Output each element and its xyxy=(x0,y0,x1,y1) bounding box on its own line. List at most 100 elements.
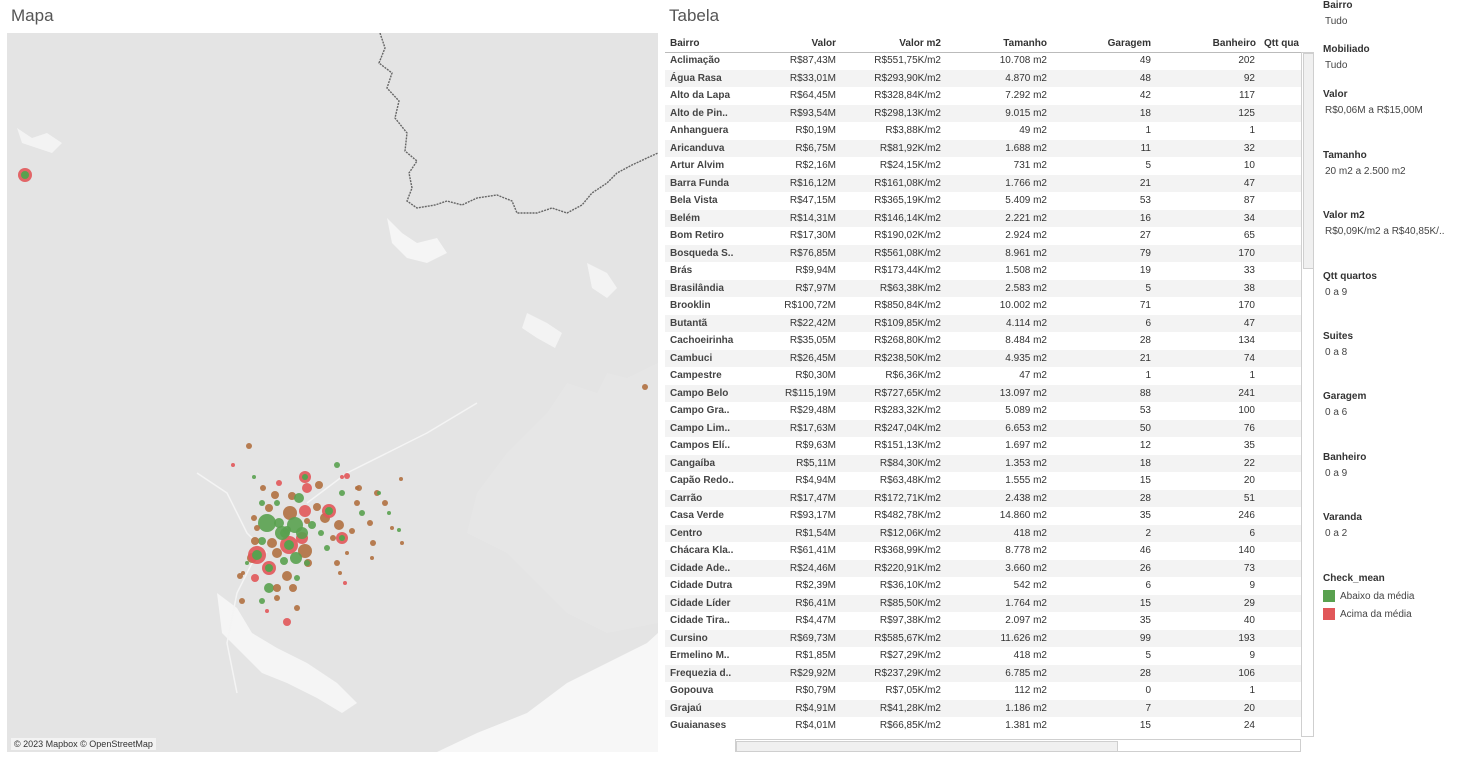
filter-value[interactable]: 0 a 8 xyxy=(1325,347,1348,358)
map-point[interactable] xyxy=(304,560,310,566)
table-row[interactable]: Grajaú R$4,91M R$41,28K/m2 1.186 m2 7 20 xyxy=(665,699,1301,717)
map-point[interactable] xyxy=(251,574,259,582)
map-point[interactable] xyxy=(259,598,265,604)
map-point[interactable] xyxy=(282,571,292,581)
map-point[interactable] xyxy=(258,537,266,545)
filter-tamanho[interactable]: Tamanho 20 m2 a 2.500 m2 xyxy=(1323,150,1458,177)
map-point[interactable] xyxy=(259,500,265,506)
filter-bairro[interactable]: Bairro Tudo xyxy=(1323,0,1458,27)
table-row[interactable]: Ermelino M.. R$1,85M R$27,29K/m2 418 m2 5 9 xyxy=(665,647,1301,665)
legend-item-below[interactable]: Abaixo da média xyxy=(1323,590,1458,602)
map-points[interactable] xyxy=(18,168,648,626)
filter-garagem[interactable]: Garagem 0 a 6 xyxy=(1323,391,1458,418)
map-point[interactable] xyxy=(294,493,304,503)
table-row[interactable]: Barra Funda R$16,12M R$161,08K/m2 1.766 m2 2… xyxy=(665,174,1301,192)
table-row[interactable]: Campo Gra.. R$29,48M R$283,32K/m2 5.089 m2 5… xyxy=(665,402,1301,420)
map-point[interactable] xyxy=(334,560,340,566)
map-point[interactable] xyxy=(245,561,249,565)
map-point[interactable] xyxy=(239,598,245,604)
map-point[interactable] xyxy=(387,511,391,515)
table-row[interactable]: Brasilândia R$7,97M R$63,38K/m2 2.583 m2 5 38 xyxy=(665,279,1301,297)
table-row[interactable]: Brás R$9,94M R$173,44K/m2 1.508 m2 19 33 xyxy=(665,262,1301,280)
map-point[interactable] xyxy=(370,556,374,560)
map-point[interactable] xyxy=(345,551,349,555)
map-point[interactable] xyxy=(299,505,311,517)
table-row[interactable]: Campos Elí.. R$9,63M R$151,13K/m2 1.697 m2 1… xyxy=(665,437,1301,455)
filter-value[interactable]: R$0,09K/m2 a R$40,85K/.. xyxy=(1325,226,1445,237)
map-point[interactable] xyxy=(276,480,282,486)
filter-suites[interactable]: Suites 0 a 8 xyxy=(1323,331,1458,358)
map-point[interactable] xyxy=(359,510,365,516)
filter-value[interactable]: 20 m2 a 2.500 m2 xyxy=(1325,166,1406,177)
map-point[interactable] xyxy=(370,540,376,546)
map-point[interactable] xyxy=(287,517,303,533)
map-point[interactable] xyxy=(260,485,266,491)
map-point[interactable] xyxy=(265,504,273,512)
table-row[interactable]: Gopouva R$0,79M R$7,05K/m2 112 m2 0 1 xyxy=(665,682,1301,700)
map-view[interactable]: © 2023 Mapbox © OpenStreetMap xyxy=(7,33,658,752)
map-point[interactable] xyxy=(302,483,312,493)
map-point[interactable] xyxy=(315,481,323,489)
table-row[interactable]: Cidade Tira.. R$4,47M R$97,38K/m2 2.097 m2 3… xyxy=(665,612,1301,630)
map-point[interactable] xyxy=(231,463,235,467)
col-tamanho[interactable]: Tamanho xyxy=(1003,38,1047,49)
map-point[interactable] xyxy=(237,573,243,579)
map-point[interactable] xyxy=(290,552,302,564)
map-point[interactable] xyxy=(334,462,340,468)
map-point[interactable] xyxy=(340,475,344,479)
map-point[interactable] xyxy=(355,486,359,490)
map-point[interactable] xyxy=(397,528,401,532)
col-garagem[interactable]: Garagem xyxy=(1107,38,1151,49)
map-point[interactable] xyxy=(354,500,360,506)
map-point[interactable] xyxy=(400,541,404,545)
map-point[interactable] xyxy=(294,575,300,581)
map-point[interactable] xyxy=(343,581,347,585)
table-body[interactable]: Aclimação R$87,43M R$551,75K/m2 10.708 m2 49… xyxy=(665,52,1301,736)
map-point[interactable] xyxy=(324,545,330,551)
map-point[interactable] xyxy=(267,538,277,548)
table-row[interactable]: Brooklin R$100,72M R$850,84K/m2 10.002 m2 71… xyxy=(665,297,1301,315)
col-bairro[interactable]: Bairro xyxy=(670,38,700,49)
col-banheiro[interactable]: Banheiro xyxy=(1212,38,1256,49)
filter-varanda[interactable]: Varanda 0 a 2 xyxy=(1323,512,1458,539)
table-row[interactable]: Bom Retiro R$17,30M R$190,02K/m2 2.924 m2 27… xyxy=(665,227,1301,245)
map-point[interactable] xyxy=(280,557,288,565)
table-row[interactable]: Cachoeirinha R$35,05M R$268,80K/m2 8.484 m2… xyxy=(665,332,1301,350)
table-row[interactable]: Alto da Lapa R$64,45M R$328,84K/m2 7.292 m2… xyxy=(665,87,1301,105)
table-row[interactable]: Carrão R$17,47M R$172,71K/m2 2.438 m2 28 51 xyxy=(665,489,1301,507)
map-point[interactable] xyxy=(254,525,260,531)
map-point[interactable] xyxy=(330,535,336,541)
map-point[interactable] xyxy=(265,609,269,613)
filter-value[interactable]: Tudo xyxy=(1325,60,1348,71)
map-point[interactable] xyxy=(313,503,321,511)
legend-item-above[interactable]: Acima da média xyxy=(1323,608,1458,620)
map-point[interactable] xyxy=(308,521,316,529)
map-point[interactable] xyxy=(344,473,350,479)
vertical-scrollbar[interactable] xyxy=(1301,52,1314,737)
map-point[interactable] xyxy=(264,583,274,593)
table-row[interactable]: Centro R$1,54M R$12,06K/m2 418 m2 2 6 xyxy=(665,524,1301,542)
map-point[interactable] xyxy=(338,571,342,575)
map-point[interactable] xyxy=(258,514,276,532)
map-point[interactable] xyxy=(367,520,373,526)
filter-mobiliado[interactable]: Mobiliado Tudo xyxy=(1323,44,1458,71)
filter-value[interactable]: 0 a 9 xyxy=(1325,468,1348,479)
table-row[interactable]: Chácara Kla.. R$61,41M R$368,99K/m2 8.778 m… xyxy=(665,542,1301,560)
map-point[interactable] xyxy=(283,506,297,520)
map-point[interactable] xyxy=(318,530,324,536)
filter-value[interactable]: 0 a 9 xyxy=(1325,287,1348,298)
table-row[interactable]: Cidade Ade.. R$24,46M R$220,91K/m2 3.660 m2… xyxy=(665,559,1301,577)
table-row[interactable]: Capão Redo.. R$4,94M R$63,48K/m2 1.555 m2 15… xyxy=(665,472,1301,490)
filter-valor[interactable]: Valor R$0,06M a R$15,00M xyxy=(1323,89,1458,116)
filter-value[interactable]: 0 a 6 xyxy=(1325,407,1348,418)
table-row[interactable]: Cursino R$69,73M R$585,67K/m2 11.626 m2 99 19… xyxy=(665,629,1301,647)
map-point[interactable] xyxy=(382,500,388,506)
map-point[interactable] xyxy=(298,544,312,558)
table-row[interactable]: Cambuci R$26,45M R$238,50K/m2 4.935 m2 21 74 xyxy=(665,349,1301,367)
col-valor-m2[interactable]: Valor m2 xyxy=(899,38,941,49)
table-row[interactable]: Artur Alvim R$2,16M R$24,15K/m2 731 m2 5 10 xyxy=(665,157,1301,175)
map-point[interactable] xyxy=(283,526,291,534)
table-row[interactable]: Cidade Líder R$6,41M R$85,50K/m2 1.764 m2 15… xyxy=(665,594,1301,612)
filter-banheiro[interactable]: Banheiro 0 a 9 xyxy=(1323,452,1458,479)
table-row[interactable]: Campestre R$0,30M R$6,36K/m2 47 m2 1 1 xyxy=(665,367,1301,385)
